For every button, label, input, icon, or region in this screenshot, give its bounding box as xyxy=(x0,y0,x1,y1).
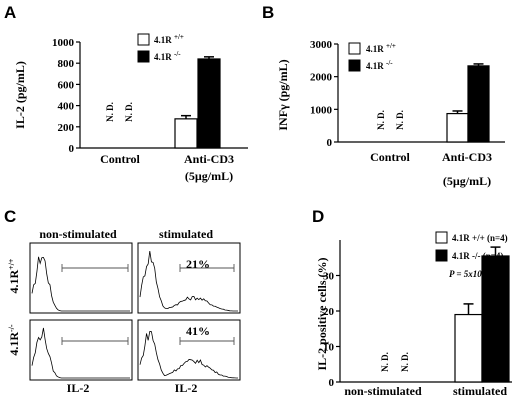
flow-row-label-wt: 4.1R+/+ xyxy=(7,258,21,293)
panel-d-legend-swatch-wt xyxy=(435,231,448,244)
y-tick-label: 0 xyxy=(69,143,75,155)
panel-d-y-label: IL-2 positive cells (%) xyxy=(315,258,329,371)
panel-b-legend-swatch-wt xyxy=(348,42,361,55)
panel-b-nd-1: N. D. xyxy=(376,110,386,130)
panel-d-pvalue: P = 5x10-5 xyxy=(449,267,488,279)
flow-xlabel-1: IL-2 xyxy=(67,381,90,395)
y-tick-label: 200 xyxy=(58,122,75,134)
panel-a-legend-ko: 4.1R -/- xyxy=(154,50,181,62)
flow-histogram-frame xyxy=(29,242,133,314)
flow-col-header-nonstim: non-stimulated xyxy=(39,227,117,241)
panel-a-category-sub: (5µg/mL) xyxy=(185,169,233,183)
bar xyxy=(197,58,221,149)
y-tick-label: 30 xyxy=(323,271,335,283)
panel-b-legend-wt: 4.1R +/+ xyxy=(366,42,396,54)
panel-b-chart: 0 1000 2000 3000 INFγ (pg/mL) Control Anti-… xyxy=(276,39,505,188)
flow-histogram-trace xyxy=(31,256,130,312)
panel-label-b: B xyxy=(262,3,274,22)
y-tick-label: 20 xyxy=(323,306,335,318)
panel-d-legend-wt: 4.1R +/+ (n=4) xyxy=(452,233,508,243)
panel-d-category-nonstim: non-stimulated xyxy=(344,384,422,398)
y-tick-label: 0 xyxy=(329,377,335,389)
y-tick-label: 1000 xyxy=(52,37,75,49)
panel-b-legend-ko: 4.1R -/- xyxy=(366,59,393,71)
y-tick-label: 3000 xyxy=(310,39,333,51)
y-tick-label: 0 xyxy=(327,137,333,149)
panel-label-a: A xyxy=(4,3,16,22)
panel-b-legend-swatch-ko xyxy=(348,59,361,72)
panel-a-nd-2: N. D. xyxy=(124,102,134,122)
y-tick-label: 600 xyxy=(58,79,75,91)
panel-d-chart: 0 10 20 30 IL-2 positive cells (%) non-stim… xyxy=(315,231,512,398)
panel-b-category-anticd3: Anti-CD3 xyxy=(442,150,492,164)
bar xyxy=(467,65,490,143)
flow-percent-ko: 41% xyxy=(186,324,210,338)
panel-d-legend-swatch-ko xyxy=(435,249,448,262)
bar xyxy=(481,255,510,383)
panel-b-category-control: Control xyxy=(370,150,410,164)
panel-a-chart: 0 200 400 600 800 1000 IL-2 (pg/mL) Control A… xyxy=(13,33,248,183)
panel-d-legend-ko: 4.1R -/- (n=4) xyxy=(452,251,503,261)
flow-histogram-frame xyxy=(29,319,133,381)
panel-label-d: D xyxy=(312,207,324,226)
panel-a-category-anticd3: Anti-CD3 xyxy=(184,152,234,166)
panel-b-nd-2: N. D. xyxy=(395,110,405,130)
y-tick-label: 800 xyxy=(58,58,75,70)
panel-a-category-control: Control xyxy=(100,152,140,166)
panel-d-nd-1: N. D. xyxy=(380,352,390,372)
panel-b-category-sub: (5µg/mL) xyxy=(443,174,491,188)
bar xyxy=(454,313,483,383)
flow-xlabel-2: IL-2 xyxy=(175,381,198,395)
bar xyxy=(174,118,198,149)
y-tick-label: 400 xyxy=(58,101,75,113)
panel-a-legend-wt: 4.1R +/+ xyxy=(154,33,184,45)
panel-b-y-label: INFγ (pg/mL) xyxy=(276,59,290,130)
y-tick-label: 10 xyxy=(323,342,335,354)
panel-a-y-label: IL-2 (pg/mL) xyxy=(13,61,27,129)
y-tick-label: 1000 xyxy=(310,104,333,116)
flow-row-label-ko: 4.1R-/- xyxy=(7,324,21,356)
flow-histogram-trace xyxy=(139,250,238,312)
panel-label-c: C xyxy=(4,207,16,226)
panel-a-nd-1: N. D. xyxy=(105,102,115,122)
flow-col-header-stim: stimulated xyxy=(159,227,213,241)
flow-histogram-trace xyxy=(31,327,130,379)
flow-histogram-frame xyxy=(137,319,241,381)
panel-d-nd-2: N. D. xyxy=(400,352,410,372)
panel-a-legend-swatch-ko xyxy=(137,50,150,63)
bar xyxy=(446,112,469,143)
panel-c-flow: non-stimulated stimulated 4.1R+/+ 4.1R-/… xyxy=(7,227,241,395)
y-tick-label: 2000 xyxy=(310,72,333,84)
flow-histogram-frame xyxy=(137,242,241,314)
flow-percent-wt: 21% xyxy=(186,257,210,271)
panel-a-legend-swatch-wt xyxy=(137,33,150,46)
panel-d-category-stim: stimulated xyxy=(453,384,507,398)
flow-histogram-trace xyxy=(139,331,238,379)
